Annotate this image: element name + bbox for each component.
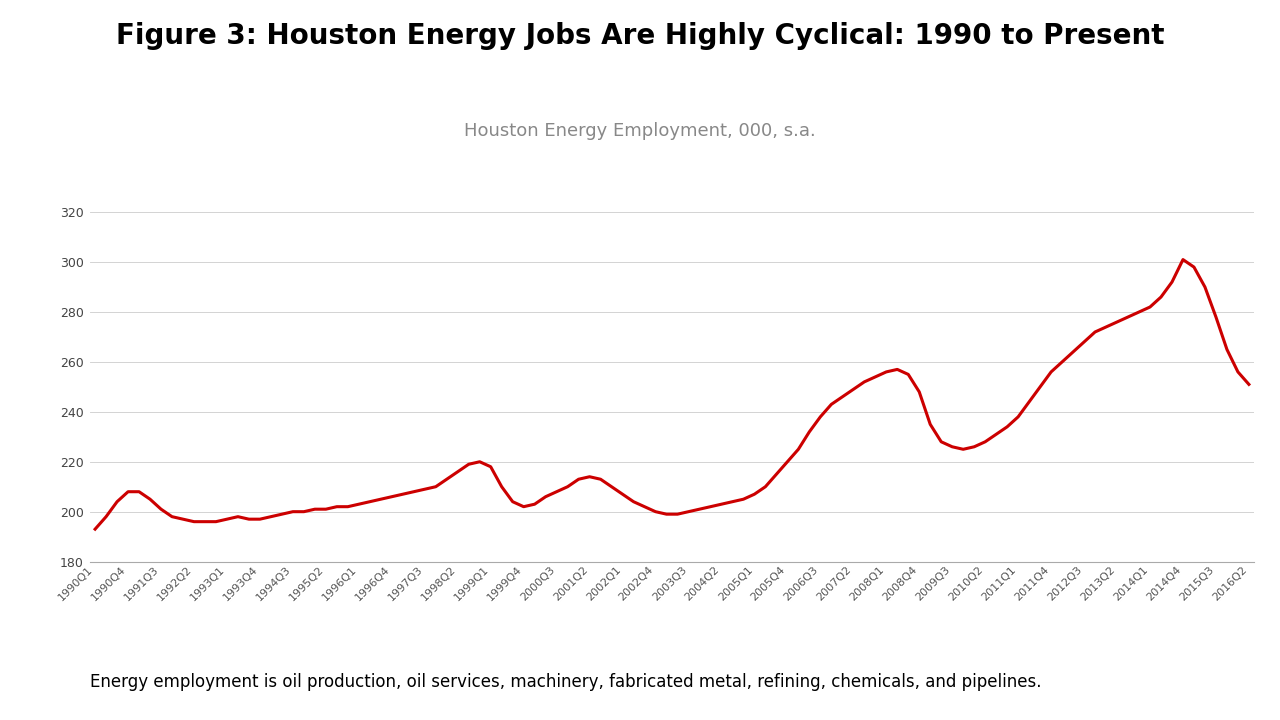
Text: Energy employment is oil production, oil services, machinery, fabricated metal, : Energy employment is oil production, oil… xyxy=(90,673,1041,691)
Text: Figure 3: Houston Energy Jobs Are Highly Cyclical: 1990 to Present: Figure 3: Houston Energy Jobs Are Highly… xyxy=(115,22,1165,50)
Text: Houston Energy Employment, 000, s.a.: Houston Energy Employment, 000, s.a. xyxy=(465,122,815,140)
